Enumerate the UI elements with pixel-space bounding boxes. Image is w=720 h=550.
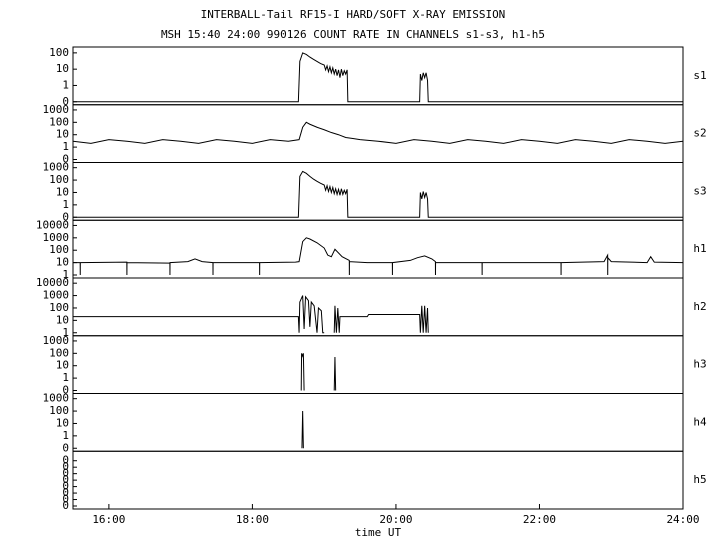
y-tick-label: 0 — [62, 95, 69, 108]
y-tick-label: 1000 — [43, 392, 70, 405]
data-line — [73, 237, 684, 276]
panel-label: h5 — [693, 473, 706, 486]
y-tick-label: 10000 — [36, 276, 69, 289]
y-tick-label: 1 — [62, 326, 69, 339]
y-tick-label: 10 — [56, 62, 69, 75]
panel-label: h1 — [693, 242, 706, 255]
y-tick-label: 1 — [62, 140, 69, 153]
y-tick-label: 0 — [62, 467, 69, 480]
x-tick-label: 24:00 — [666, 513, 699, 526]
y-tick-label: 10 — [56, 313, 69, 326]
y-tick-label: 10 — [56, 359, 69, 372]
data-line — [300, 353, 337, 391]
y-tick-label: 1000 — [43, 231, 70, 244]
y-tick-label: 1 — [62, 78, 69, 91]
y-tick-label: 0 — [62, 480, 69, 493]
x-tick-label: 18:00 — [236, 513, 269, 526]
y-tick-label: 1 — [62, 429, 69, 442]
y-tick-label: 0 — [62, 210, 69, 223]
data-line — [72, 121, 684, 144]
data-line — [73, 295, 429, 334]
y-tick-label: 100 — [49, 301, 69, 314]
chart-subtitle: MSH 15:40 24:00 990126 COUNT RATE IN CHA… — [161, 28, 545, 41]
y-tick-label: 100 — [49, 346, 69, 359]
y-tick-label: 0 — [62, 460, 69, 473]
panel-label: h3 — [693, 358, 706, 371]
y-tick-label: 1000 — [43, 334, 70, 347]
y-tick-label: 10 — [56, 416, 69, 429]
x-tick-label: 16:00 — [92, 513, 125, 526]
y-tick-label: 1 — [62, 371, 69, 384]
y-tick-label: 0 — [62, 499, 69, 512]
y-tick-label: 100 — [49, 243, 69, 256]
y-tick-label: 0 — [62, 473, 69, 486]
data-line — [301, 411, 304, 449]
y-tick-label: 1 — [62, 268, 69, 281]
y-tick-label: 100 — [49, 404, 69, 417]
panel-label: s1 — [693, 69, 706, 82]
panel-label: s2 — [693, 127, 706, 140]
chart-title: INTERBALL-Tail RF15-I HARD/SOFT X-RAY EM… — [201, 8, 506, 21]
y-tick-label: 100 — [49, 115, 69, 128]
panel-label: s3 — [693, 184, 706, 197]
x-tick-label: 22:00 — [523, 513, 556, 526]
panel-label: h4 — [693, 415, 707, 428]
panel-label: h2 — [693, 300, 706, 313]
y-tick-label: 100 — [49, 173, 69, 186]
y-tick-label: 1000 — [43, 289, 70, 302]
y-tick-label: 10 — [56, 256, 69, 269]
y-tick-label: 1000 — [43, 103, 70, 116]
y-tick-label: 100 — [49, 46, 69, 59]
x-axis-label: time UT — [355, 526, 402, 539]
y-tick-label: 1 — [62, 198, 69, 211]
x-tick-label: 20:00 — [379, 513, 412, 526]
y-tick-label: 0 — [62, 454, 69, 467]
y-tick-label: 0 — [62, 493, 69, 506]
y-tick-label: 0 — [62, 384, 69, 397]
y-tick-label: 0 — [62, 486, 69, 499]
y-tick-label: 10 — [56, 128, 69, 141]
y-tick-label: 10 — [56, 185, 69, 198]
data-line — [73, 52, 683, 103]
y-tick-label: 0 — [62, 153, 69, 166]
data-line — [73, 170, 683, 218]
y-tick-label: 1000 — [43, 161, 70, 174]
y-tick-label: 0 — [62, 441, 69, 454]
y-tick-label: 10000 — [36, 218, 69, 231]
